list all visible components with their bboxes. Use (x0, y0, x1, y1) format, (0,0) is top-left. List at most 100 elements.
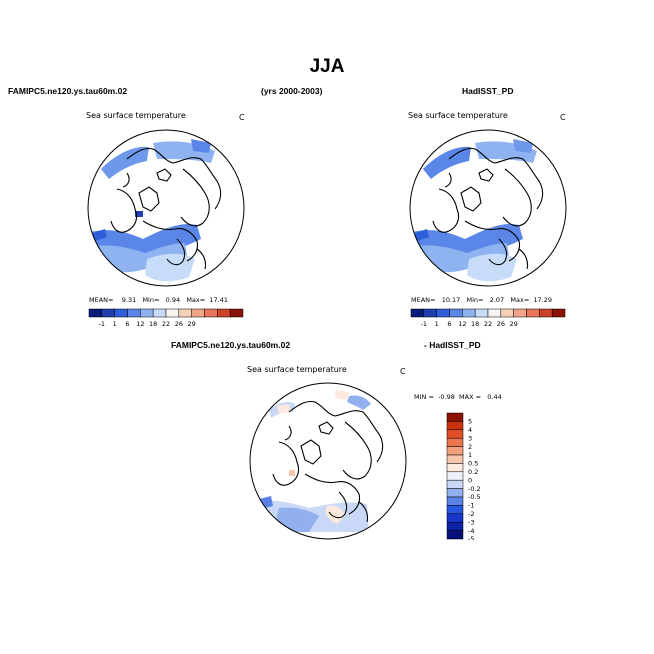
colorbar-tick-label: 1 (113, 320, 117, 328)
colorbar-tick-label: 0 (468, 476, 472, 484)
diff-stats: MIN = -0.98 MAX = 0.44 (414, 393, 502, 401)
colorbar-tick-label: 0.5 (468, 460, 478, 468)
diff-coastlines (272, 400, 384, 523)
colorbar-tick-label: -1 (421, 320, 427, 328)
colorbar-tick-label: 18 (471, 320, 479, 328)
diff-panel-units: C (400, 367, 406, 376)
colorbar-swatch (127, 308, 141, 318)
colorbar-swatch (446, 479, 464, 489)
colorbar-swatch (462, 308, 476, 318)
colorbar-tick-label: 4 (468, 426, 472, 434)
model-panel-units: C (239, 113, 245, 122)
colorbar-swatch (446, 496, 464, 506)
colorbar-swatch (114, 308, 128, 318)
colorbar-tick-label: 12 (458, 320, 466, 328)
model-panel-title: Sea surface temperature (86, 111, 186, 120)
colorbar-tick-label: 29 (510, 320, 518, 328)
obs-min-label: Min= (466, 296, 484, 304)
colorbar-tick-label: -5 (468, 535, 474, 540)
obs-sst-field (410, 139, 537, 282)
map-boundary (249, 382, 407, 540)
colorbar-tick-label: 3 (468, 434, 472, 442)
colorbar-swatch (551, 308, 566, 318)
colorbar-swatch (446, 454, 464, 464)
colorbar-swatch (165, 308, 180, 318)
colorbar-swatch (446, 463, 464, 473)
colorbar-swatch (88, 308, 103, 318)
colorbar-tick-label: -1 (468, 502, 474, 510)
colorbar-tick-label: 0.2 (468, 468, 478, 476)
colorbar-tick-label: 22 (162, 320, 170, 328)
obs-panel-units: C (560, 113, 566, 122)
diff-polar-map (249, 382, 407, 540)
colorbar-tick-label: -2 (468, 510, 474, 518)
obs-min-value: 2.07 (489, 296, 505, 304)
colorbar-swatch (446, 471, 464, 481)
colorbar-swatch (446, 429, 464, 439)
colorbar-tick-label: 6 (447, 320, 451, 328)
obs-mean-value: 10.17 (441, 296, 461, 304)
obs-polar-map (409, 129, 567, 287)
diff-model-label: FAMIPC5.ne120.ys.tau60m.02 (171, 340, 291, 350)
map-boundary (409, 129, 567, 287)
obs-mean-label: MEAN= (411, 296, 436, 304)
model-min-label: Min= (142, 296, 160, 304)
colorbar-tick-label: -4 (468, 527, 474, 535)
model-colorbar: -1 1 6 12 18 22 26 29 (88, 308, 244, 328)
colorbar-swatch (526, 308, 540, 318)
colorbar-tick-label: 1 (468, 451, 472, 459)
colorbar-swatch (446, 437, 464, 447)
colorbar-swatch (101, 308, 115, 318)
colorbar-swatch (539, 308, 553, 318)
colorbar-swatch (446, 412, 464, 422)
diff-max-value: 0.44 (487, 393, 502, 401)
colorbar-tick-label: -0.2 (468, 485, 481, 493)
colorbar-tick-label: 2 (468, 443, 472, 451)
obs-coastlines (432, 147, 544, 270)
colorbar-tick-label: 18 (149, 320, 157, 328)
colorbar-tick-label: 22 (484, 320, 492, 328)
colorbar-tick-label: 26 (497, 320, 505, 328)
model-sst-field (88, 139, 215, 282)
diff-panel-title: Sea surface temperature (247, 365, 347, 374)
colorbar-swatch (423, 308, 437, 318)
colorbar-tick-label: -1 (99, 320, 105, 328)
colorbar-swatch (204, 308, 218, 318)
obs-max-value: 17.29 (533, 296, 553, 304)
colorbar-swatch (487, 308, 502, 318)
colorbar-swatch (446, 521, 464, 531)
colorbar-swatch (152, 308, 167, 318)
colorbar-tick-label: -0.5 (468, 493, 481, 501)
model-polar-map (87, 129, 245, 287)
obs-name-label: HadISST_PD (462, 86, 514, 96)
diff-min-label: MIN = (414, 393, 434, 401)
colorbar-swatch (140, 308, 154, 318)
colorbar-swatch (178, 308, 192, 318)
model-mean-value: 9.31 (121, 296, 137, 304)
obs-stats: MEAN= 10.17 Min= 2.07 Max= 17.29 (411, 296, 552, 304)
colorbar-swatch (474, 308, 489, 318)
model-stats: MEAN= 9.31 Min= 0.94 Max= 17.41 (89, 296, 228, 304)
model-max-label: Max= (186, 296, 206, 304)
colorbar-tick-label: 6 (125, 320, 129, 328)
colorbar-swatch (191, 308, 205, 318)
years-label: (yrs 2000-2003) (261, 86, 323, 96)
obs-panel-title: Sea surface temperature (408, 111, 508, 120)
colorbar-tick-label: 1 (435, 320, 439, 328)
model-max-value: 17.41 (209, 296, 228, 304)
colorbar-swatch (436, 308, 450, 318)
model-min-value: 0.94 (165, 296, 181, 304)
colorbar-tick-label: -3 (468, 518, 474, 526)
model-name-label: FAMIPC5.ne120.ys.tau60m.02 (8, 86, 128, 96)
obs-colorbar: -1 1 6 12 18 22 26 29 (410, 308, 566, 328)
figure-title: JJA (309, 56, 345, 77)
map-boundary (87, 129, 245, 287)
colorbar-tick-label: 5 (468, 418, 472, 426)
diff-max-label: MAX = (459, 393, 482, 401)
model-mean-label: MEAN= (89, 296, 114, 304)
colorbar-swatch (229, 308, 244, 318)
colorbar-tick-label: 12 (136, 320, 144, 328)
colorbar-swatch (513, 308, 527, 318)
colorbar-swatch (446, 513, 464, 523)
